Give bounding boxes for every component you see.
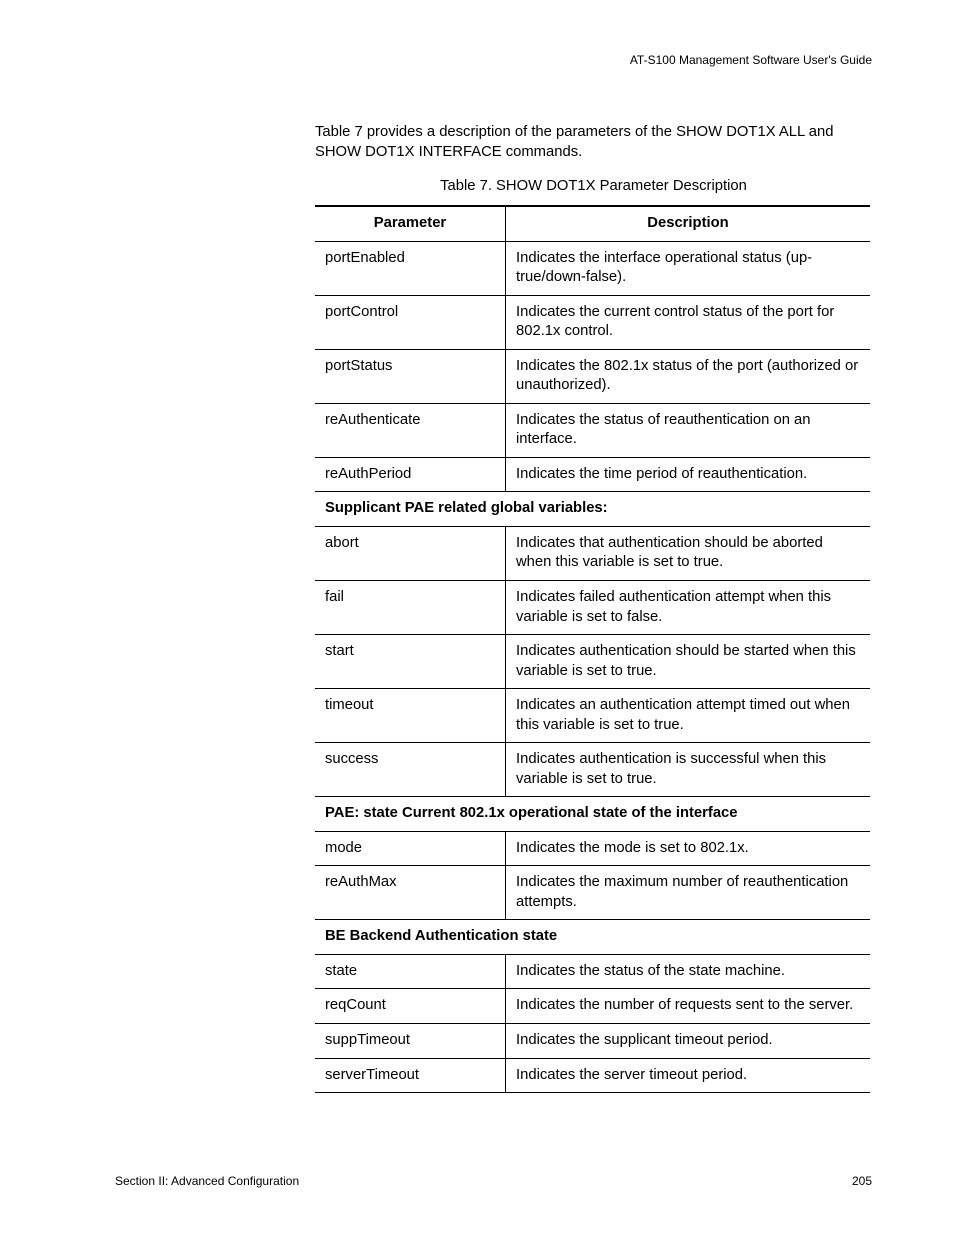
parameter-cell: start xyxy=(315,635,506,689)
document-page: AT-S100 Management Software User's Guide… xyxy=(0,0,954,1235)
section-heading-cell: PAE: state Current 802.1x operational st… xyxy=(315,797,870,832)
page-footer: Section II: Advanced Configuration 205 xyxy=(115,1173,872,1189)
page-header: AT-S100 Management Software User's Guide xyxy=(115,52,872,68)
table-row: stateIndicates the status of the state m… xyxy=(315,954,870,989)
description-cell: Indicates the time period of reauthentic… xyxy=(506,457,871,492)
table-row: reAuthenticateIndicates the status of re… xyxy=(315,403,870,457)
parameter-cell: timeout xyxy=(315,689,506,743)
description-cell: Indicates an authentication attempt time… xyxy=(506,689,871,743)
table-row: portStatusIndicates the 802.1x status of… xyxy=(315,349,870,403)
description-cell: Indicates the maximum number of reauthen… xyxy=(506,866,871,920)
table-row: portEnabledIndicates the interface opera… xyxy=(315,241,870,295)
parameter-cell: reAuthMax xyxy=(315,866,506,920)
description-cell: Indicates the status of reauthentication… xyxy=(506,403,871,457)
table-row: modeIndicates the mode is set to 802.1x. xyxy=(315,831,870,866)
footer-section-label: Section II: Advanced Configuration xyxy=(115,1173,299,1189)
parameter-cell: portStatus xyxy=(315,349,506,403)
parameter-cell: suppTimeout xyxy=(315,1023,506,1058)
parameter-cell: fail xyxy=(315,581,506,635)
description-cell: Indicates the server timeout period. xyxy=(506,1058,871,1093)
table-row: reAuthMaxIndicates the maximum number of… xyxy=(315,866,870,920)
table-section-row: Supplicant PAE related global variables: xyxy=(315,492,870,527)
table-row: successIndicates authentication is succe… xyxy=(315,743,870,797)
parameter-cell: serverTimeout xyxy=(315,1058,506,1093)
description-cell: Indicates the supplicant timeout period. xyxy=(506,1023,871,1058)
parameter-cell: mode xyxy=(315,831,506,866)
table-row: abortIndicates that authentication shoul… xyxy=(315,526,870,580)
table-section-row: BE Backend Authentication state xyxy=(315,920,870,955)
table-row: startIndicates authentication should be … xyxy=(315,635,870,689)
table-section-row: PAE: state Current 802.1x operational st… xyxy=(315,797,870,832)
column-header-description: Description xyxy=(506,206,871,241)
table-row: reAuthPeriodIndicates the time period of… xyxy=(315,457,870,492)
parameter-cell: reqCount xyxy=(315,989,506,1024)
description-cell: Indicates that authentication should be … xyxy=(506,526,871,580)
parameter-cell: reAuthPeriod xyxy=(315,457,506,492)
description-cell: Indicates the status of the state machin… xyxy=(506,954,871,989)
table-row: failIndicates failed authentication atte… xyxy=(315,581,870,635)
description-cell: Indicates the current control status of … xyxy=(506,295,871,349)
parameter-cell: success xyxy=(315,743,506,797)
intro-paragraph: Table 7 provides a description of the pa… xyxy=(315,123,872,163)
description-cell: Indicates the interface operational stat… xyxy=(506,241,871,295)
column-header-parameter: Parameter xyxy=(315,206,506,241)
section-heading-cell: Supplicant PAE related global variables: xyxy=(315,492,870,527)
parameter-cell: abort xyxy=(315,526,506,580)
parameter-cell: portEnabled xyxy=(315,241,506,295)
table-body: portEnabledIndicates the interface opera… xyxy=(315,241,870,1092)
table-row: reqCountIndicates the number of requests… xyxy=(315,989,870,1024)
table-header-row: Parameter Description xyxy=(315,206,870,241)
table-row: suppTimeoutIndicates the supplicant time… xyxy=(315,1023,870,1058)
description-cell: Indicates authentication is successful w… xyxy=(506,743,871,797)
footer-page-number: 205 xyxy=(852,1173,872,1189)
description-cell: Indicates the 802.1x status of the port … xyxy=(506,349,871,403)
description-cell: Indicates authentication should be start… xyxy=(506,635,871,689)
description-cell: Indicates failed authentication attempt … xyxy=(506,581,871,635)
table-caption: Table 7. SHOW DOT1X Parameter Descriptio… xyxy=(315,177,872,197)
parameter-table: Parameter Description portEnabledIndicat… xyxy=(315,205,870,1093)
parameter-cell: reAuthenticate xyxy=(315,403,506,457)
section-heading-cell: BE Backend Authentication state xyxy=(315,920,870,955)
table-row: serverTimeoutIndicates the server timeou… xyxy=(315,1058,870,1093)
parameter-cell: portControl xyxy=(315,295,506,349)
table-row: timeoutIndicates an authentication attem… xyxy=(315,689,870,743)
parameter-cell: state xyxy=(315,954,506,989)
description-cell: Indicates the number of requests sent to… xyxy=(506,989,871,1024)
table-row: portControlIndicates the current control… xyxy=(315,295,870,349)
description-cell: Indicates the mode is set to 802.1x. xyxy=(506,831,871,866)
